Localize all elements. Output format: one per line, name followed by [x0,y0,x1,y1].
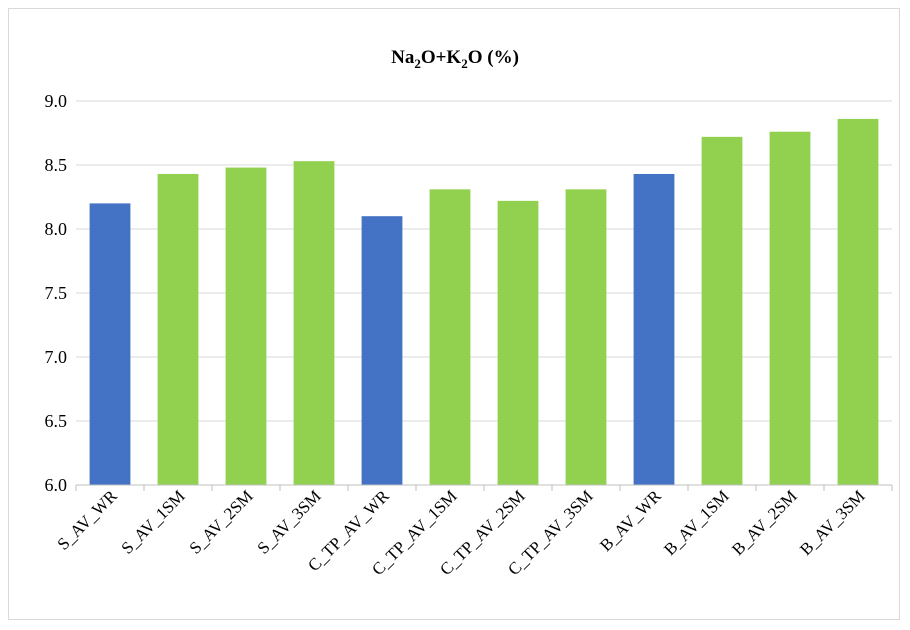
y-tick-label: 7.5 [45,283,68,303]
bars [89,118,879,486]
bar [565,189,607,485]
x-axis-category-labels: S_AV_WRS_AV_1SMS_AV_2SMS_AV_3SMC_TP_AV_W… [54,486,869,579]
bar [837,118,879,486]
title-part-ok: O+K [421,47,462,68]
y-tick-label: 6.0 [45,475,68,495]
x-axis [75,484,893,491]
chart-frame: Na2O+K2O (%) 6.0 6.5 7.0 7.5 8.0 8.5 9.0 S_AV_… [8,8,900,620]
y-axis-tick-labels: 6.0 6.5 7.0 7.5 8.0 8.5 9.0 [45,91,68,495]
y-tick-label: 7.0 [45,347,68,367]
x-category-label: S_AV_3SM [253,486,324,557]
y-tick-label: 8.5 [45,155,68,175]
bar [429,189,471,485]
bar [633,173,675,485]
chart-title: Na2O+K2O (%) [391,47,519,71]
y-tick-label: 8.0 [45,219,68,239]
bar [157,173,199,485]
bar [89,203,131,485]
bar [701,136,743,485]
x-category-label: B_AV_WR [596,486,665,555]
bar [497,200,539,485]
gridlines [76,100,892,422]
y-tick-label: 6.5 [45,411,68,431]
title-subscript-2b: 2 [461,56,468,71]
x-category-label: S_AV_1SM [117,486,188,557]
bar [225,167,267,485]
x-category-label: S_AV_2SM [185,486,256,557]
x-category-label: B_AV_1SM [660,486,733,559]
title-part-na: Na [391,47,415,68]
bar [769,131,811,485]
title-part-o: O (%) [468,47,519,68]
bar [293,161,335,485]
bar-chart: Na2O+K2O (%) 6.06.57.07.58.08.59.0 S_AV_… [45,47,893,579]
x-category-label: B_AV_3SM [796,486,869,559]
x-category-label: B_AV_2SM [728,486,801,559]
bar [361,216,403,485]
x-category-label: S_AV_WR [54,486,122,554]
title-subscript-2: 2 [414,56,421,71]
y-tick-label: 9.0 [45,91,68,111]
